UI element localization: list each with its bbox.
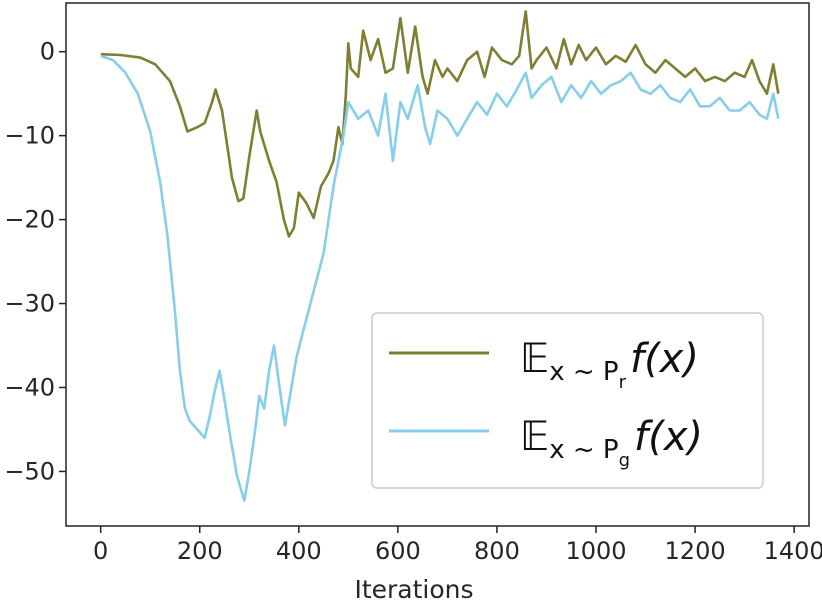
- legend-label-series-2: 𝔼x ~ Pgf(x): [520, 414, 703, 471]
- legend-box: [371, 312, 764, 489]
- y-tick-label: 0: [40, 38, 55, 66]
- x-axis-label: Iterations: [354, 575, 473, 604]
- y-axis: 0 −10 −20 −30 −40 −50: [4, 38, 66, 485]
- x-axis: 0 200 400 600 800 1000 1200 1400: [93, 526, 822, 565]
- legend-label-series-1: 𝔼x ~ Prf(x): [520, 336, 699, 393]
- y-tick-label: −40: [4, 373, 55, 401]
- x-tick-label: 1000: [565, 537, 626, 565]
- series-layer: [100, 10, 780, 503]
- y-tick-label: −30: [4, 290, 55, 318]
- x-tick-label: 800: [474, 537, 520, 565]
- y-tick-label: −20: [4, 206, 55, 234]
- series-line-1: [100, 10, 780, 238]
- y-tick-label: −10: [4, 122, 55, 150]
- x-tick-label: 200: [177, 537, 223, 565]
- x-tick-label: 600: [375, 537, 421, 565]
- x-tick-label: 400: [276, 537, 322, 565]
- x-tick-label: 1200: [665, 537, 726, 565]
- y-tick-label: −50: [4, 457, 55, 485]
- x-tick-label: 1400: [764, 537, 822, 565]
- x-tick-label: 0: [93, 537, 108, 565]
- legend: 𝔼x ~ Prf(x) 𝔼x ~ Pgf(x): [371, 312, 764, 489]
- series-line-2: [100, 54, 780, 503]
